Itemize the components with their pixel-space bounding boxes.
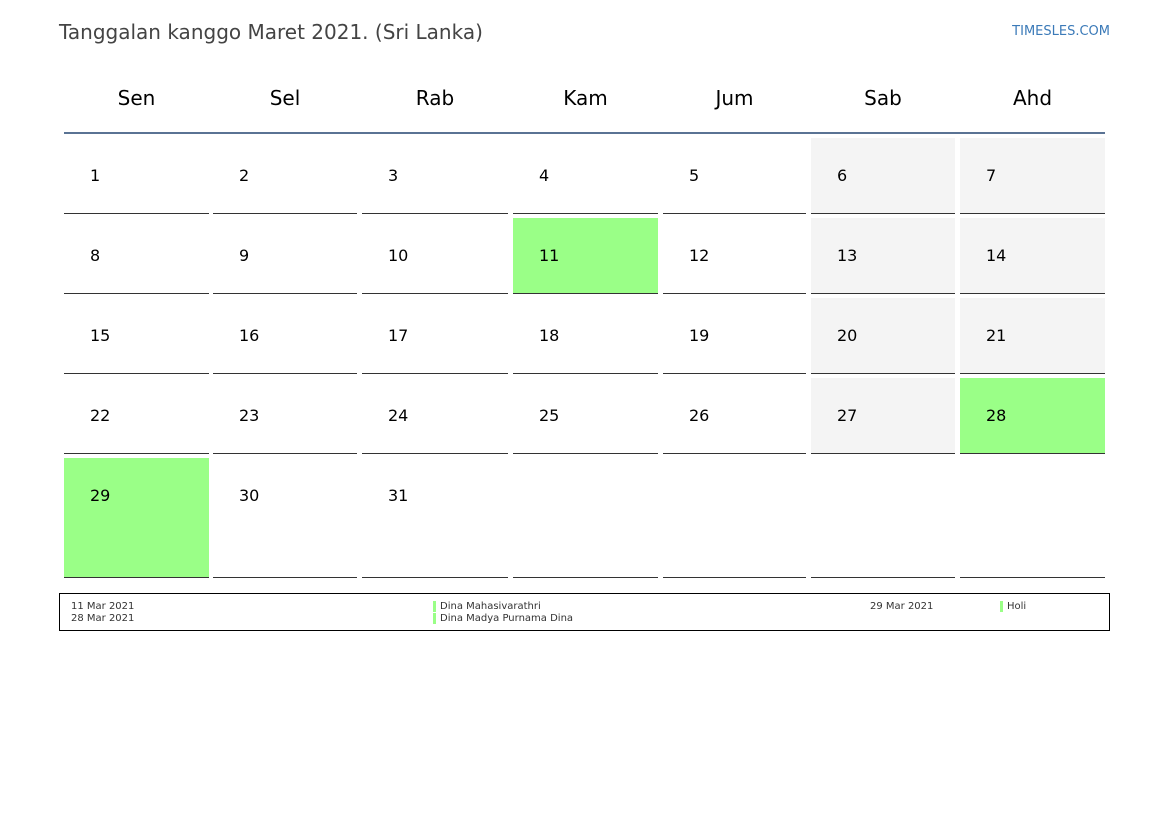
- day-cell-20[interactable]: 20: [811, 298, 955, 374]
- day-number: 4: [539, 166, 550, 185]
- day-number: 8: [90, 246, 101, 265]
- day-number: 12: [689, 246, 710, 265]
- day-cell-5[interactable]: 5: [663, 138, 806, 214]
- day-number: 26: [689, 406, 710, 425]
- day-cell-31[interactable]: 31: [362, 458, 508, 578]
- weekday-ahd: Ahd: [1012, 86, 1053, 110]
- day-number: 9: [239, 246, 250, 265]
- empty-cell: [663, 458, 806, 578]
- day-number: 18: [539, 326, 560, 345]
- day-number: 7: [986, 166, 997, 185]
- day-number: 30: [239, 486, 260, 505]
- day-cell-24[interactable]: 24: [362, 378, 508, 454]
- legend-date: 11 Mar 2021: [71, 601, 135, 612]
- day-number: 13: [837, 246, 858, 265]
- day-number: 3: [388, 166, 399, 185]
- day-cell-22[interactable]: 22: [64, 378, 209, 454]
- day-cell-4[interactable]: 4: [513, 138, 658, 214]
- day-number: 16: [239, 326, 260, 345]
- weekday-rab: Rab: [415, 86, 455, 110]
- holiday-legend: 11 Mar 2021 Dina Mahasivarathri 28 Mar 202…: [59, 593, 1110, 631]
- legend-swatch: [433, 613, 436, 624]
- day-number: 10: [388, 246, 409, 265]
- day-cell-28[interactable]: 28: [960, 378, 1105, 454]
- day-cell-27[interactable]: 27: [811, 378, 955, 454]
- legend-swatch: [1000, 601, 1003, 612]
- day-cell-30[interactable]: 30: [213, 458, 357, 578]
- day-cell-7[interactable]: 7: [960, 138, 1105, 214]
- day-number: 23: [239, 406, 260, 425]
- day-number: 28: [986, 406, 1007, 425]
- weekday-kam: Kam: [563, 86, 608, 110]
- empty-cell: [960, 458, 1105, 578]
- day-number: 31: [388, 486, 409, 505]
- day-cell-2[interactable]: 2: [213, 138, 357, 214]
- weekday-jum: Jum: [715, 86, 754, 110]
- weekday-sab: Sab: [864, 86, 902, 110]
- day-number: 20: [837, 326, 858, 345]
- day-cell-29[interactable]: 29: [64, 458, 209, 578]
- day-cell-19[interactable]: 19: [663, 298, 806, 374]
- day-number: 15: [90, 326, 111, 345]
- day-number: 2: [239, 166, 250, 185]
- empty-cell: [811, 458, 955, 578]
- day-number: 27: [837, 406, 858, 425]
- legend-date: 29 Mar 2021: [870, 601, 934, 612]
- empty-cell: [513, 458, 658, 578]
- day-cell-12[interactable]: 12: [663, 218, 806, 294]
- day-number: 25: [539, 406, 560, 425]
- legend-holiday-name: Holi: [1000, 601, 1026, 612]
- day-number: 19: [689, 326, 710, 345]
- legend-holiday-name: Dina Mahasivarathri: [433, 601, 541, 612]
- weekday-sel: Sel: [269, 86, 301, 110]
- day-cell-23[interactable]: 23: [213, 378, 357, 454]
- day-number: 17: [388, 326, 409, 345]
- legend-date: 28 Mar 2021: [71, 613, 135, 624]
- day-cell-9[interactable]: 9: [213, 218, 357, 294]
- day-cell-6[interactable]: 6: [811, 138, 955, 214]
- page-title: Tanggalan kanggo Maret 2021. (Sri Lanka): [59, 20, 483, 44]
- day-cell-25[interactable]: 25: [513, 378, 658, 454]
- day-cell-16[interactable]: 16: [213, 298, 357, 374]
- day-number: 22: [90, 406, 111, 425]
- legend-holiday-name: Dina Madya Purnama Dina: [433, 613, 573, 624]
- day-number: 5: [689, 166, 700, 185]
- day-cell-13[interactable]: 13: [811, 218, 955, 294]
- day-number: 11: [539, 246, 560, 265]
- day-cell-17[interactable]: 17: [362, 298, 508, 374]
- day-number: 24: [388, 406, 409, 425]
- legend-swatch: [433, 601, 436, 612]
- weekday-sen: Sen: [117, 86, 156, 110]
- day-cell-26[interactable]: 26: [663, 378, 806, 454]
- day-number: 6: [837, 166, 848, 185]
- day-number: 29: [90, 486, 111, 505]
- day-cell-15[interactable]: 15: [64, 298, 209, 374]
- day-cell-21[interactable]: 21: [960, 298, 1105, 374]
- day-cell-1[interactable]: 1: [64, 138, 209, 214]
- day-number: 1: [90, 166, 101, 185]
- day-cell-3[interactable]: 3: [362, 138, 508, 214]
- day-cell-8[interactable]: 8: [64, 218, 209, 294]
- day-number: 14: [986, 246, 1007, 265]
- day-cell-11[interactable]: 11: [513, 218, 658, 294]
- day-cell-14[interactable]: 14: [960, 218, 1105, 294]
- day-cell-18[interactable]: 18: [513, 298, 658, 374]
- site-link[interactable]: TIMESLES.COM: [1012, 24, 1110, 39]
- day-number: 21: [986, 326, 1007, 345]
- weekday-header: Sen Sel Rab Kam Jum Sab Ahd: [64, 80, 1105, 134]
- day-cell-10[interactable]: 10: [362, 218, 508, 294]
